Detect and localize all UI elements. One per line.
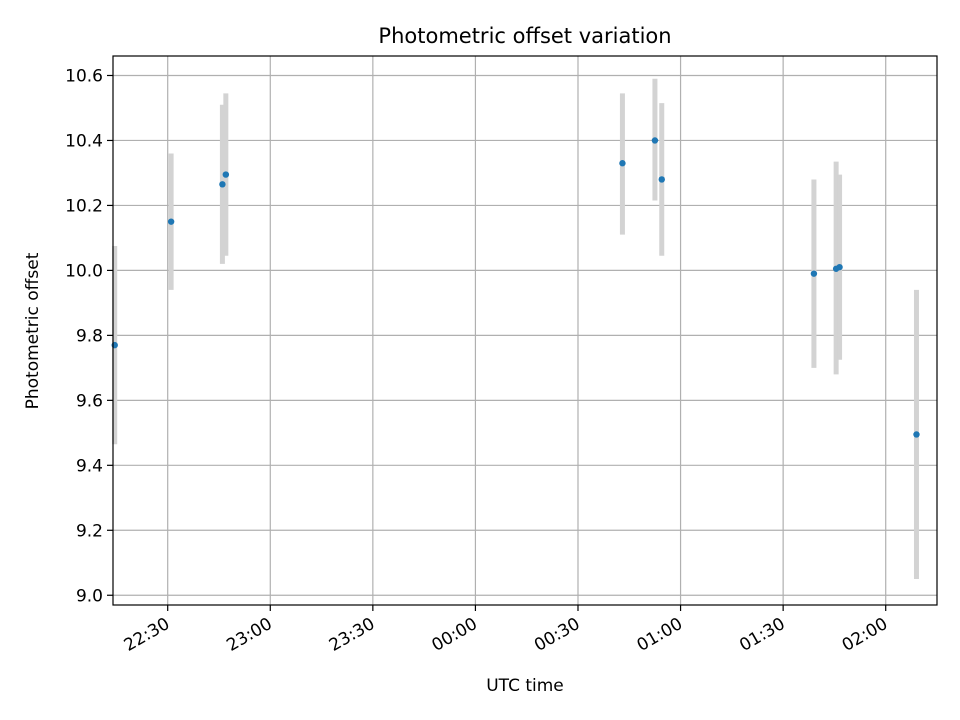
- y-tick-label: 10.2: [65, 196, 103, 216]
- grid: [113, 56, 937, 605]
- plot-frame: [112, 55, 938, 606]
- y-tick-label: 9.2: [76, 521, 103, 541]
- data-point: [836, 263, 843, 271]
- data-point: [810, 270, 818, 277]
- data-point: [658, 176, 665, 183]
- y-tick-label: 9.0: [76, 586, 103, 606]
- markers: [111, 137, 920, 438]
- y-tick-label: 10.6: [65, 66, 103, 86]
- y-tick-label: 10.0: [65, 261, 103, 281]
- y-axis-ticks: 9.0 9.2 9.4 9.6 9.8 10.0 10.2 10.4 10.6: [65, 66, 113, 606]
- x-axis-label: UTC time: [486, 676, 564, 696]
- data-point: [222, 171, 230, 178]
- data-point: [651, 137, 659, 144]
- y-tick-label: 10.4: [65, 131, 103, 151]
- y-tick-label: 9.4: [76, 456, 103, 476]
- y-tick-label: 9.8: [76, 326, 103, 346]
- data-point: [913, 431, 920, 438]
- y-axis-label: Photometric offset: [23, 252, 43, 409]
- data-point: [219, 181, 226, 188]
- data-point: [167, 218, 175, 225]
- chart-title: Photometric offset variation: [378, 24, 671, 48]
- y-tick-label: 9.6: [76, 391, 103, 411]
- data-point: [619, 160, 626, 167]
